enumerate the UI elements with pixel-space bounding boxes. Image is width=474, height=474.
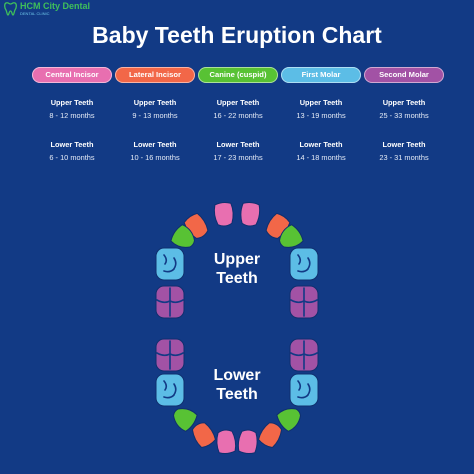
second-molar-tooth: [289, 338, 319, 372]
logo: HCM City Dental DENTAL CLINIC: [4, 2, 90, 16]
lower-arch-label: Lower Teeth: [177, 366, 297, 404]
category-pill: Lateral Incisor: [115, 67, 195, 83]
tooth-logo-icon: [4, 2, 17, 16]
lower-teeth-label: Lower Teeth: [299, 140, 343, 149]
first-molar-tooth: [155, 247, 185, 281]
lower-teeth-label: Lower Teeth: [133, 140, 177, 149]
central-incisor-tooth: [215, 428, 238, 455]
upper-teeth-label: Upper Teeth: [382, 98, 426, 107]
logo-name: HCM City Dental: [20, 1, 91, 11]
upper-teeth-label: Upper Teeth: [216, 98, 260, 107]
lower-arch-label-line1: Lower: [213, 367, 261, 384]
category-pill: Canine (cuspid): [198, 67, 278, 83]
upper-range: 8 - 12 months: [49, 111, 95, 120]
central-incisor-tooth: [236, 428, 259, 455]
second-molar-tooth: [155, 285, 185, 319]
lower-range: 14 - 18 months: [296, 153, 346, 162]
lower-teeth-label: Lower Teeth: [50, 140, 94, 149]
central-incisor-tooth: [212, 201, 235, 228]
second-molar-tooth: [289, 285, 319, 319]
upper-teeth-label: Upper Teeth: [133, 98, 177, 107]
upper-arch-label-line2: Teeth: [216, 270, 258, 287]
lower-teeth-label: Lower Teeth: [216, 140, 260, 149]
lower-range: 23 - 31 months: [379, 153, 429, 162]
second-molar-tooth: [155, 338, 185, 372]
category-pill: Central Incisor: [32, 67, 112, 83]
lower-range: 6 - 10 months: [49, 153, 95, 162]
category-pill: First Molar: [281, 67, 361, 83]
upper-arch-label: Upper Teeth: [177, 250, 297, 288]
first-molar-tooth: [289, 373, 319, 407]
upper-range: 13 - 19 months: [296, 111, 346, 120]
lower-arch-label-line2: Teeth: [216, 386, 258, 403]
category-column: Canine (cuspid) Upper Teeth 16 - 22 months…: [198, 67, 278, 162]
upper-range: 9 - 13 months: [132, 111, 178, 120]
upper-range: 16 - 22 months: [213, 111, 263, 120]
central-incisor-tooth: [239, 201, 262, 228]
first-molar-tooth: [289, 247, 319, 281]
upper-teeth-label: Upper Teeth: [299, 98, 343, 107]
upper-teeth-label: Upper Teeth: [50, 98, 94, 107]
upper-arch-label-line1: Upper: [213, 251, 261, 268]
lower-range: 10 - 16 months: [130, 153, 180, 162]
lower-range: 17 - 23 months: [213, 153, 263, 162]
category-column: Lateral Incisor Upper Teeth 9 - 13 months L…: [115, 67, 195, 162]
upper-range: 25 - 33 months: [379, 111, 429, 120]
category-column: Second Molar Upper Teeth 25 - 33 months Low…: [364, 67, 444, 162]
category-column: Central Incisor Upper Teeth 8 - 12 months L…: [32, 67, 112, 162]
category-column: First Molar Upper Teeth 13 - 19 months Lowe…: [281, 67, 361, 162]
category-pill: Second Molar: [364, 67, 444, 83]
logo-tagline: DENTAL CLINIC: [20, 11, 50, 16]
lower-teeth-label: Lower Teeth: [382, 140, 426, 149]
page-title: Baby Teeth Eruption Chart: [92, 22, 382, 48]
first-molar-tooth: [155, 373, 185, 407]
